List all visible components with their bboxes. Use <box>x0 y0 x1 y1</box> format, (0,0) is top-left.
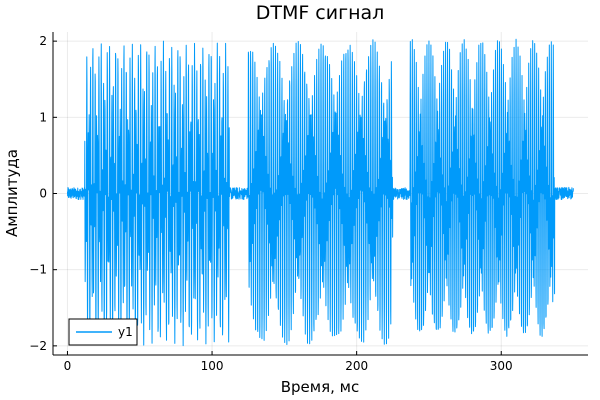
legend-label-y1: y1 <box>118 325 133 339</box>
x-tick-label: 200 <box>345 359 368 373</box>
x-ticks: 0 100 200 300 <box>64 351 513 373</box>
x-tick-label: 100 <box>201 359 224 373</box>
y-tick-label: −2 <box>29 339 47 353</box>
y-tick-label: 0 <box>39 187 47 201</box>
y-axis-label: Амплитуда <box>3 149 21 237</box>
y-ticks: −2 −1 0 1 2 <box>29 34 57 353</box>
y-tick-label: 1 <box>39 110 47 124</box>
x-tick-label: 0 <box>64 359 72 373</box>
legend: y1 <box>68 318 138 346</box>
plot-area <box>66 38 574 347</box>
x-tick-label: 300 <box>490 359 513 373</box>
y-tick-label: 2 <box>39 34 47 48</box>
chart-title: DTMF сигнал <box>256 2 385 24</box>
x-axis-label: Время, мс <box>281 378 359 396</box>
y-tick-label: −1 <box>29 263 47 277</box>
series-line-y1 <box>66 38 574 347</box>
